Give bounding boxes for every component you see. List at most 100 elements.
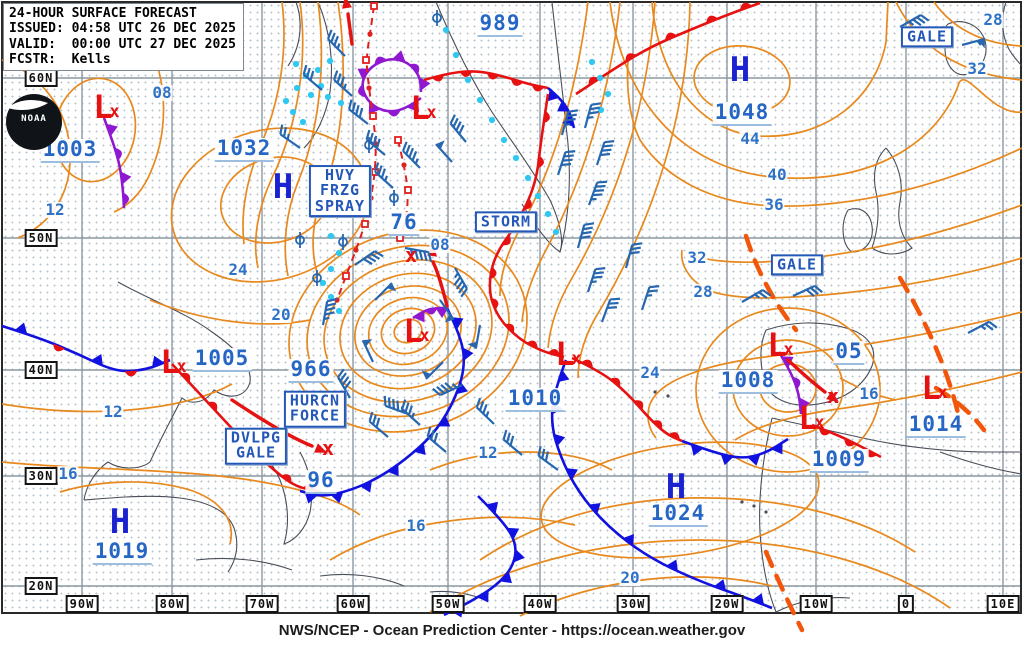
- isobar-label: 24: [639, 363, 661, 382]
- lon-label-0: 0: [897, 595, 915, 613]
- spray-dot: [500, 136, 508, 144]
- wind-barb: [583, 102, 602, 129]
- wind-barb: [595, 140, 615, 166]
- wind-barb: [560, 109, 579, 136]
- pressure-label: 76: [388, 210, 420, 236]
- wind-barb: [279, 124, 301, 149]
- spray-dot: [326, 57, 334, 65]
- high-center-symbol: H: [665, 467, 687, 507]
- pressure-label: 96: [305, 468, 337, 494]
- header-issued: ISSUED: 04:58 UTC 26 DEC 2025: [9, 21, 236, 37]
- forecast-position-x: x: [321, 436, 335, 460]
- lon-label-70W: 70W: [245, 595, 279, 613]
- spray-dot: [552, 228, 560, 236]
- spray-dot: [464, 76, 472, 84]
- cold-front: [550, 359, 773, 610]
- wind-barb: [435, 140, 453, 163]
- forecast-position-x: x: [404, 243, 418, 267]
- wind-barb: [792, 284, 823, 297]
- wind-barb: [556, 150, 576, 176]
- ice-edge: [334, 2, 412, 303]
- wind-barb: [337, 368, 352, 399]
- pressure-label: 1024: [648, 501, 708, 527]
- spray-dot: [596, 74, 604, 82]
- isobar-label: 16: [405, 516, 427, 535]
- wind-barb: [302, 64, 323, 91]
- header-valid: VALID: 00:00 UTC 27 DEC 2025: [9, 36, 236, 52]
- movement-arrow: [346, 12, 354, 46]
- warm-front: [423, 70, 549, 90]
- wind-barb: [421, 361, 444, 380]
- wind-barb: [426, 426, 447, 453]
- lon-label-10E: 10E: [986, 595, 1020, 613]
- spray-dot: [442, 26, 450, 34]
- wind-barb: [321, 297, 337, 326]
- lon-label-60W: 60W: [336, 595, 370, 613]
- spray-dot: [324, 93, 332, 101]
- isobar-label: 08: [429, 235, 451, 254]
- wind-barb: [449, 114, 467, 143]
- wind-barb: [354, 250, 384, 266]
- wind-barb: [439, 299, 455, 323]
- wind-barb: [502, 429, 523, 456]
- spray-dot: [289, 108, 297, 116]
- noaa-seagull-icon: [8, 100, 48, 111]
- forecast-position-x: x: [826, 384, 840, 408]
- fronts-layer: [1, 1, 882, 618]
- lon-label-20W: 20W: [710, 595, 744, 613]
- spray-dot: [604, 90, 612, 98]
- spray-dot: [337, 99, 345, 107]
- pressure-label: 05: [833, 339, 865, 365]
- spray-dot: [452, 51, 460, 59]
- pressure-label: 1009: [809, 447, 869, 473]
- wind-barb: [365, 129, 386, 156]
- hazard-hurcn-force: HURCN FORCE: [283, 390, 347, 428]
- isobar-label: 24: [227, 260, 249, 279]
- lat-label-60N: 60N: [24, 69, 58, 87]
- lon-label-10W: 10W: [799, 595, 833, 613]
- spray-dot: [327, 265, 335, 273]
- lon-label-50W: 50W: [431, 595, 465, 613]
- hazard-gale-east: GALE: [770, 254, 824, 276]
- pressure-label: 1019: [92, 539, 152, 565]
- spray-dot: [488, 116, 496, 124]
- stationary-front: [1, 324, 171, 373]
- cold-front: [443, 495, 517, 617]
- hazard-gale-northeast: GALE: [900, 26, 954, 48]
- low-position-x: x: [176, 357, 187, 377]
- noaa-logo: NOAA: [6, 94, 62, 150]
- isobar-label: 12: [477, 443, 499, 462]
- spray-dot: [335, 249, 343, 257]
- spray-dot: [476, 96, 484, 104]
- wind-barb: [327, 29, 346, 57]
- spray-dot: [293, 84, 301, 92]
- movement-arrow: [230, 398, 314, 448]
- isobar-label: 16: [57, 464, 79, 483]
- isobar-label: 12: [102, 402, 124, 421]
- isobar-label: 28: [982, 10, 1004, 29]
- wind-barb: [361, 339, 374, 363]
- spray-dot: [524, 174, 532, 182]
- lat-label-50N: 50N: [24, 229, 58, 247]
- lon-label-40W: 40W: [523, 595, 557, 613]
- occluded-front: [102, 117, 126, 209]
- wind-barb: [374, 162, 394, 189]
- spray-dot: [327, 232, 335, 240]
- pressure-label: 989: [477, 11, 523, 37]
- header-fcstr: FCSTR: Kells: [9, 51, 111, 67]
- spray-dot: [588, 58, 596, 66]
- spray-dot: [534, 192, 542, 200]
- spray-dot: [299, 118, 307, 126]
- low-position-x: x: [814, 413, 825, 433]
- wind-barb: [537, 446, 559, 471]
- wind-barb: [741, 289, 772, 303]
- spray-dot: [319, 279, 327, 287]
- pressure-label: 1010: [505, 386, 565, 412]
- lat-label-20N: 20N: [24, 577, 58, 595]
- isobar-label: 32: [686, 248, 708, 267]
